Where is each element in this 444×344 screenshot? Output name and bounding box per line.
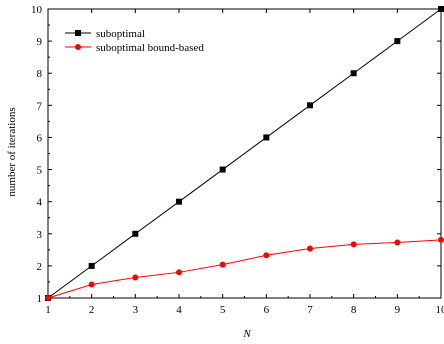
- data-point-square: [350, 70, 357, 77]
- y-tick-label: 1: [37, 293, 43, 305]
- series-line-1: [47, 239, 442, 299]
- data-point-square: [88, 262, 95, 269]
- data-point-circle: [176, 269, 182, 276]
- x-tick-label: 4: [176, 304, 182, 316]
- y-tick-label: 4: [37, 197, 43, 209]
- y-tick-label: 10: [31, 4, 43, 16]
- data-point-circle: [132, 274, 139, 281]
- data-point-square: [132, 230, 139, 237]
- x-tick-label: 8: [351, 304, 357, 316]
- legend-marker-circle: [75, 44, 81, 50]
- y-tick-label: 8: [37, 68, 43, 80]
- x-tick-label: 6: [264, 304, 270, 316]
- legend-label-1: suboptimal bound-based: [96, 42, 204, 54]
- x-tick-label: 1: [45, 304, 51, 316]
- data-point-circle: [263, 252, 270, 259]
- x-tick-label: 2: [89, 304, 95, 316]
- x-axis-label: N: [242, 328, 251, 340]
- data-point-circle: [45, 295, 51, 301]
- x-tick-label: 10: [436, 304, 444, 316]
- axes: 1 2 3 4 5 6 7 8 9 10 1 2 3 4 5 6 7 8 9 10: [31, 4, 444, 316]
- data-point-circle: [350, 241, 357, 248]
- legend-marker-square: [75, 30, 81, 36]
- data-point-circle: [394, 239, 401, 246]
- legend-label-0: suboptimal: [96, 28, 145, 40]
- x-tick-label: 3: [133, 304, 139, 316]
- data-point-circle: [219, 261, 226, 268]
- y-tick-label: 9: [37, 36, 43, 48]
- series-line-0: [47, 8, 442, 299]
- data-point-square: [394, 38, 401, 45]
- x-tick-label: 9: [395, 304, 401, 316]
- data-point-circle: [88, 281, 95, 288]
- data-point-circle: [438, 236, 444, 243]
- y-axis-label: number of iterations: [6, 107, 18, 196]
- data-point-square: [307, 102, 313, 109]
- y-tick-label: 5: [37, 165, 43, 177]
- legend: suboptimal suboptimal bound-based: [65, 28, 204, 54]
- data-point-square: [438, 6, 444, 12]
- series-layer: [45, 6, 444, 301]
- y-tick-label: 2: [37, 261, 43, 273]
- y-tick-label: 6: [37, 132, 43, 144]
- data-point-square: [176, 198, 182, 205]
- data-point-square: [219, 166, 226, 173]
- data-point-circle: [307, 245, 313, 252]
- data-point-square: [263, 134, 270, 141]
- x-tick-label: 5: [220, 304, 226, 316]
- y-tick-label: 7: [37, 100, 43, 112]
- y-tick-label: 3: [37, 229, 43, 241]
- x-tick-label: 7: [307, 304, 313, 316]
